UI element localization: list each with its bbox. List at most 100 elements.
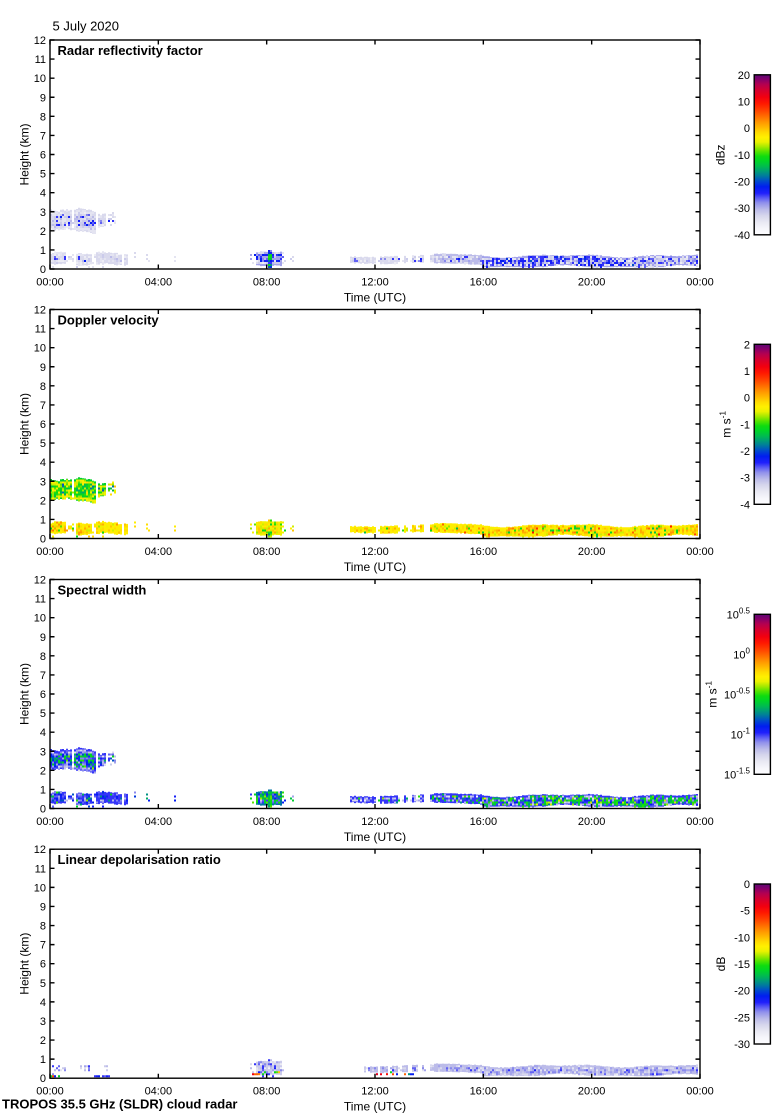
svg-text:10: 10 <box>34 343 46 355</box>
svg-text:11: 11 <box>35 594 46 606</box>
svg-text:2: 2 <box>744 339 750 351</box>
svg-text:-15: -15 <box>734 959 750 971</box>
svg-text:1: 1 <box>40 1054 46 1066</box>
svg-text:-3: -3 <box>740 473 750 485</box>
svg-text:Time (UTC): Time (UTC) <box>344 291 406 305</box>
svg-text:8: 8 <box>40 651 46 663</box>
svg-text:00:00: 00:00 <box>686 1086 714 1098</box>
svg-text:16:00: 16:00 <box>470 816 498 828</box>
svg-text:Radar reflectivity factor: Radar reflectivity factor <box>58 43 203 58</box>
svg-text:-4: -4 <box>740 499 750 511</box>
svg-text:dBz: dBz <box>714 144 728 165</box>
svg-text:0: 0 <box>744 123 750 135</box>
svg-text:-25: -25 <box>734 1012 750 1024</box>
svg-text:8: 8 <box>40 381 46 393</box>
svg-text:1: 1 <box>40 245 46 257</box>
svg-text:10: 10 <box>34 613 46 625</box>
svg-text:Doppler velocity: Doppler velocity <box>58 313 160 328</box>
svg-text:11: 11 <box>35 863 46 875</box>
svg-text:12:00: 12:00 <box>361 546 389 558</box>
svg-text:7: 7 <box>40 130 46 142</box>
svg-text:10: 10 <box>34 73 46 85</box>
svg-text:5: 5 <box>40 169 46 181</box>
svg-text:dB: dB <box>714 957 728 972</box>
svg-text:9: 9 <box>40 362 46 374</box>
svg-text:8: 8 <box>40 111 46 123</box>
svg-text:3: 3 <box>40 207 46 219</box>
svg-text:10: 10 <box>738 96 750 108</box>
svg-text:20:00: 20:00 <box>578 816 606 828</box>
svg-text:12: 12 <box>34 35 46 47</box>
svg-text:2: 2 <box>40 765 46 777</box>
svg-text:-2: -2 <box>740 446 750 458</box>
svg-text:Height (km): Height (km) <box>18 393 32 455</box>
svg-text:5: 5 <box>40 978 46 990</box>
svg-text:1: 1 <box>744 366 750 378</box>
svg-text:Time (UTC): Time (UTC) <box>344 560 406 574</box>
svg-text:08:00: 08:00 <box>253 816 281 828</box>
svg-text:5: 5 <box>40 438 46 450</box>
svg-text:6: 6 <box>40 150 46 162</box>
svg-text:1: 1 <box>40 514 46 526</box>
svg-text:12: 12 <box>34 844 46 856</box>
svg-text:5 July 2020: 5 July 2020 <box>53 19 120 34</box>
svg-text:12:00: 12:00 <box>361 277 389 289</box>
svg-text:-10: -10 <box>734 932 750 944</box>
svg-text:-20: -20 <box>734 986 750 998</box>
svg-text:Spectral width: Spectral width <box>58 583 147 598</box>
svg-text:00:00: 00:00 <box>36 1086 64 1098</box>
svg-text:9: 9 <box>40 901 46 913</box>
svg-text:0: 0 <box>40 1073 46 1085</box>
svg-text:10: 10 <box>34 882 46 894</box>
svg-text:9: 9 <box>40 92 46 104</box>
svg-text:7: 7 <box>40 940 46 952</box>
svg-text:20:00: 20:00 <box>578 546 606 558</box>
svg-text:16:00: 16:00 <box>470 546 498 558</box>
svg-text:00:00: 00:00 <box>686 277 714 289</box>
svg-text:08:00: 08:00 <box>253 277 281 289</box>
svg-text:0: 0 <box>40 264 46 276</box>
svg-text:-30: -30 <box>734 1039 750 1051</box>
svg-text:11: 11 <box>35 54 46 66</box>
svg-text:6: 6 <box>40 419 46 431</box>
svg-text:3: 3 <box>40 746 46 758</box>
svg-text:2: 2 <box>40 495 46 507</box>
svg-text:20:00: 20:00 <box>578 277 606 289</box>
svg-text:7: 7 <box>40 670 46 682</box>
svg-text:0: 0 <box>744 393 750 405</box>
svg-text:-5: -5 <box>740 906 750 918</box>
svg-text:4: 4 <box>40 727 46 739</box>
svg-text:0: 0 <box>40 534 46 546</box>
svg-text:Time (UTC): Time (UTC) <box>344 830 406 844</box>
svg-text:9: 9 <box>40 632 46 644</box>
svg-text:-1: -1 <box>740 419 750 431</box>
svg-text:00:00: 00:00 <box>36 816 64 828</box>
svg-text:Height (km): Height (km) <box>18 663 32 725</box>
svg-text:20:00: 20:00 <box>578 1086 606 1098</box>
svg-text:-40: -40 <box>734 230 750 242</box>
svg-text:12:00: 12:00 <box>361 1086 389 1098</box>
svg-text:7: 7 <box>40 400 46 412</box>
svg-text:-20: -20 <box>734 176 750 188</box>
svg-text:00:00: 00:00 <box>686 816 714 828</box>
svg-text:04:00: 04:00 <box>145 546 173 558</box>
svg-text:3: 3 <box>40 1016 46 1028</box>
svg-text:04:00: 04:00 <box>145 816 173 828</box>
svg-text:6: 6 <box>40 959 46 971</box>
svg-text:16:00: 16:00 <box>470 277 498 289</box>
svg-text:00:00: 00:00 <box>36 277 64 289</box>
svg-text:12:00: 12:00 <box>361 816 389 828</box>
svg-text:0: 0 <box>744 879 750 891</box>
svg-text:3: 3 <box>40 476 46 488</box>
svg-text:Height (km): Height (km) <box>18 933 32 995</box>
svg-text:11: 11 <box>35 324 46 336</box>
svg-text:TROPOS 35.5 GHz (SLDR) cloud r: TROPOS 35.5 GHz (SLDR) cloud radar <box>2 1097 238 1112</box>
svg-text:20: 20 <box>738 70 750 82</box>
svg-text:0: 0 <box>40 804 46 816</box>
svg-text:4: 4 <box>40 457 46 469</box>
svg-text:Linear depolarisation ratio: Linear depolarisation ratio <box>58 852 221 867</box>
svg-text:04:00: 04:00 <box>145 277 173 289</box>
svg-text:00:00: 00:00 <box>686 546 714 558</box>
svg-text:08:00: 08:00 <box>253 1086 281 1098</box>
svg-text:00:00: 00:00 <box>36 546 64 558</box>
